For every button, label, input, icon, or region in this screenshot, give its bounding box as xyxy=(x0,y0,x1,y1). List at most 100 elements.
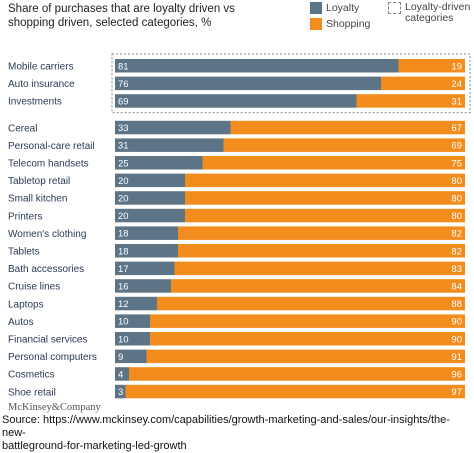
bar-loyalty-women-s-clothing xyxy=(115,226,178,240)
bar-shopping-autos xyxy=(150,314,465,328)
category-label-bath-accessories: Bath accessories xyxy=(8,264,84,275)
bar-shopping-financial-services xyxy=(150,332,465,346)
category-label-cereal: Cereal xyxy=(8,123,37,134)
data-label-loyalty-financial-services: 10 xyxy=(118,334,129,345)
bar-shopping-cosmetics xyxy=(129,367,465,381)
legend-label-loyalty: Loyalty xyxy=(326,2,360,14)
category-label-investments: Investments xyxy=(8,97,62,108)
legend-label-loyalty-driven-line1: Loyalty-driven xyxy=(405,1,471,13)
data-label-shopping-autos: 90 xyxy=(451,317,462,328)
bar-shopping-women-s-clothing xyxy=(178,226,465,240)
data-label-shopping-cosmetics: 96 xyxy=(451,369,462,380)
data-label-shopping-laptops: 88 xyxy=(451,299,462,310)
bar-loyalty-investments xyxy=(115,94,357,108)
data-label-loyalty-investments: 69 xyxy=(118,96,129,107)
data-label-loyalty-cosmetics: 4 xyxy=(118,369,123,380)
bar-loyalty-shoe-retail xyxy=(115,384,126,399)
bar-shopping-small-kitchen xyxy=(185,191,465,205)
bar-shopping-laptops xyxy=(157,296,465,311)
bar-loyalty-bath-accessories xyxy=(115,261,175,276)
bar-loyalty-auto-insurance xyxy=(115,76,381,91)
category-label-personal-computers: Personal computers xyxy=(8,352,97,363)
bar-loyalty-cereal xyxy=(115,120,231,135)
bar-loyalty-telecom-handsets xyxy=(115,156,203,170)
bar-loyalty-laptops xyxy=(115,296,157,311)
legend-swatch-shopping xyxy=(310,18,322,30)
bar-loyalty-tabletop-retail xyxy=(115,173,185,188)
company-logo: McKinsey&Company xyxy=(8,402,101,413)
data-label-loyalty-mobile-carriers: 81 xyxy=(118,61,129,72)
category-label-small-kitchen: Small kitchen xyxy=(8,194,67,205)
category-label-financial-services: Financial services xyxy=(8,334,87,345)
bar-loyalty-small-kitchen xyxy=(115,191,185,205)
data-label-loyalty-cruise-lines: 16 xyxy=(118,281,129,292)
bar-shopping-cereal xyxy=(230,120,465,135)
data-label-shopping-printers: 80 xyxy=(451,211,462,222)
data-label-loyalty-small-kitchen: 20 xyxy=(118,193,129,204)
category-label-telecom-handsets: Telecom handsets xyxy=(8,158,89,169)
bar-loyalty-financial-services xyxy=(115,332,150,346)
category-label-auto-insurance: Auto insurance xyxy=(8,79,75,90)
chart-title: Share of purchases that are loyalty driv… xyxy=(8,2,308,30)
bar-shopping-personal-computers xyxy=(146,349,465,364)
category-label-personal-care-retail: Personal-care retail xyxy=(8,141,95,152)
data-label-loyalty-personal-care-retail: 31 xyxy=(118,141,129,152)
source-line1: Source: https://www.mckinsey.com/capabil… xyxy=(2,414,450,439)
data-label-shopping-small-kitchen: 80 xyxy=(451,193,462,204)
category-label-tabletop-retail: Tabletop retail xyxy=(8,176,70,187)
data-label-shopping-personal-care-retail: 69 xyxy=(451,141,462,152)
bar-shopping-tablets xyxy=(178,244,465,258)
bar-loyalty-personal-care-retail xyxy=(115,138,224,152)
category-label-printers: Printers xyxy=(8,211,42,222)
legend-swatch-loyalty xyxy=(310,2,322,14)
bar-loyalty-tablets xyxy=(115,244,178,258)
bar-shopping-telecom-handsets xyxy=(202,156,465,170)
data-label-loyalty-printers: 20 xyxy=(118,211,129,222)
bar-loyalty-autos xyxy=(115,314,150,328)
chart-title-line1: Share of purchases that are loyalty driv… xyxy=(8,3,235,15)
data-label-loyalty-tablets: 18 xyxy=(118,246,129,257)
data-label-shopping-cruise-lines: 84 xyxy=(451,281,462,292)
bar-shopping-tabletop-retail xyxy=(185,173,465,188)
bar-loyalty-cosmetics xyxy=(115,367,129,381)
legend-label-shopping: Shopping xyxy=(326,18,371,30)
source-note: Source: https://www.mckinsey.com/capabil… xyxy=(2,414,472,453)
legend: Loyalty Shopping Loyalty-driven categori… xyxy=(310,2,474,42)
legend-dashed-box-icon xyxy=(388,2,401,14)
category-label-tablets: Tablets xyxy=(8,246,40,257)
legend-item-shopping: Shopping xyxy=(310,18,370,30)
bar-shopping-investments xyxy=(356,94,465,108)
loyalty-driven-dashed-box xyxy=(111,53,471,114)
category-label-women-s-clothing: Women's clothing xyxy=(8,229,86,240)
bar-shopping-printers xyxy=(185,208,465,223)
data-label-loyalty-tabletop-retail: 20 xyxy=(118,176,129,187)
data-label-loyalty-personal-computers: 9 xyxy=(118,352,123,363)
data-label-shopping-financial-services: 90 xyxy=(451,334,462,345)
bar-loyalty-printers xyxy=(115,208,185,223)
category-label-cruise-lines: Cruise lines xyxy=(8,282,60,293)
legend-label-loyalty-driven-line2: categories xyxy=(405,12,454,24)
data-label-shopping-auto-insurance: 24 xyxy=(451,79,462,90)
bar-shopping-shoe-retail xyxy=(125,384,465,399)
data-label-shopping-bath-accessories: 83 xyxy=(451,264,462,275)
bar-shopping-personal-care-retail xyxy=(223,138,465,152)
data-label-loyalty-women-s-clothing: 18 xyxy=(118,229,129,240)
category-label-cosmetics: Cosmetics xyxy=(8,370,55,381)
bar-shopping-cruise-lines xyxy=(171,279,465,293)
data-label-loyalty-shoe-retail: 3 xyxy=(118,387,123,398)
bar-loyalty-personal-computers xyxy=(115,349,147,364)
data-label-shopping-shoe-retail: 97 xyxy=(451,387,462,398)
bar-loyalty-cruise-lines xyxy=(115,279,171,293)
legend-item-loyalty-driven: Loyalty-driven categories xyxy=(388,2,470,24)
category-label-shoe-retail: Shoe retail xyxy=(8,387,56,398)
data-label-loyalty-auto-insurance: 76 xyxy=(118,79,129,90)
chart-title-line2: shopping driven, selected categories, % xyxy=(8,17,212,29)
data-label-loyalty-telecom-handsets: 25 xyxy=(118,158,129,169)
data-label-loyalty-autos: 10 xyxy=(118,317,129,328)
bar-shopping-bath-accessories xyxy=(174,261,465,276)
category-label-laptops: Laptops xyxy=(8,299,44,310)
data-label-shopping-tablets: 82 xyxy=(451,246,462,257)
data-label-loyalty-cereal: 33 xyxy=(118,123,129,134)
data-label-loyalty-bath-accessories: 17 xyxy=(118,264,129,275)
